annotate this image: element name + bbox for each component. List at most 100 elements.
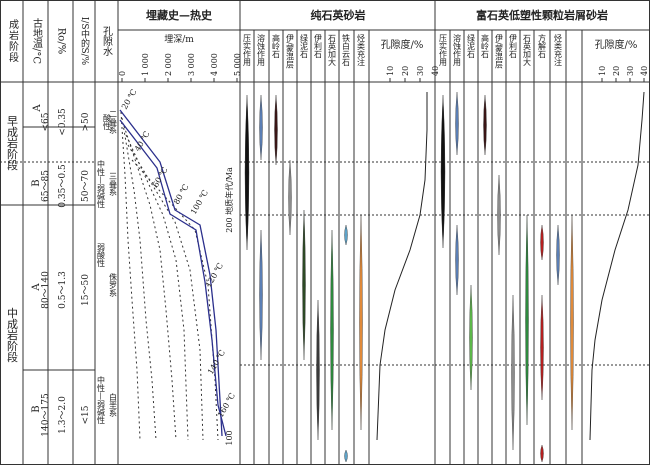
isotherm-label-120: 120 ℃	[204, 261, 225, 289]
process-bar	[330, 229, 334, 431]
process-bar	[344, 449, 348, 463]
stratum-jurassic: 侏罗系	[109, 272, 118, 297]
process-header: 石英加大	[523, 34, 532, 67]
porosity-tick-label: 10	[598, 66, 607, 76]
depth-axis-label: 埋深/m	[164, 34, 194, 45]
process-bar	[316, 299, 320, 441]
process-header: 伊/蒙混层	[495, 33, 504, 70]
process-bar	[274, 94, 278, 166]
time-tick-100: 100	[225, 430, 234, 445]
isotherm-label-100: 100 ℃	[189, 188, 210, 216]
pore-water-neutral-2: 中性—弱碱性	[97, 375, 106, 424]
paleotemp-value-1: <65	[41, 112, 51, 131]
porosity-tick-label: 10	[386, 66, 395, 76]
process-bar	[540, 294, 544, 401]
ro-value-1: <0.35	[58, 108, 68, 136]
depth-tick-label: 4 000	[210, 53, 219, 76]
header-pure-quartz: 纯石英砂岩	[311, 8, 366, 22]
process-bar	[469, 284, 473, 391]
rich-porosity-label: 孔隙度/%	[595, 38, 638, 51]
process-header: 伊/蒙混层	[286, 33, 295, 70]
stage-middle-b: B	[31, 405, 42, 412]
process-header: 伊利石	[314, 33, 323, 59]
process-bar	[540, 224, 544, 261]
stage-early-b: B	[31, 179, 42, 186]
paleotemp-value-2: 65～85	[41, 170, 51, 202]
process-bar	[540, 444, 544, 463]
rich-process-headers: 压实作用 溶蚀作用 绿泥石 高岭石 伊/蒙混层 伊利石 石英加大 方解石 烃类充注	[439, 33, 563, 70]
depth-tick-label: 2 000	[164, 53, 173, 76]
header-stage: 成岩阶段	[7, 19, 19, 63]
process-header: 高岭石	[272, 33, 281, 59]
rich-porosity-axis: 10 20 30 40	[584, 66, 649, 83]
process-bar	[525, 214, 529, 426]
process-bar	[455, 224, 459, 296]
pore-water-neutral-1: 中性—弱碱性	[97, 159, 106, 208]
stage-early: 早成岩阶段	[6, 115, 19, 171]
header-is-ratio: I/S中的S/%	[79, 17, 90, 66]
porosity-tick-label: 20	[612, 66, 621, 76]
porosity-tick-label: 30	[416, 66, 425, 76]
process-header: 石英加大	[328, 34, 337, 67]
process-header: 压实作用	[439, 34, 448, 67]
process-bar	[302, 209, 306, 361]
stratum-permian: 二叠系	[109, 110, 118, 134]
process-header: 绿泥石	[300, 34, 309, 59]
process-header: 压实作用	[243, 34, 252, 67]
process-bar	[440, 94, 446, 249]
depth-tick-label: 1 000	[141, 53, 150, 76]
process-header: 高岭石	[481, 33, 490, 59]
header-ro: Ro/%	[56, 28, 67, 54]
header-paleotemp: 古地温/°C	[31, 17, 43, 65]
process-bar	[344, 224, 348, 246]
stage-middle: 中成岩阶段	[6, 307, 19, 363]
isotherm-label-20: 20 ℃	[120, 88, 139, 111]
stage-early-a: A	[32, 104, 43, 113]
depth-tick-label: 5 000	[233, 53, 242, 76]
pure-process-headers: 压实作用 溶蚀作用 高岭石 伊/蒙混层 绿泥石 伊利石 石英加大 铁白云石 烃类充注	[243, 33, 366, 70]
pure-porosity-axis: 10 20 30 40	[371, 66, 440, 83]
depth-axis: 0 1 000 2 000 3 000 4 000 5 000	[118, 53, 242, 83]
is-value-2: 50～70	[81, 170, 91, 202]
process-bar	[244, 94, 250, 251]
burial-curves	[119, 109, 227, 437]
process-bar	[259, 229, 263, 361]
process-header: 烃类充注	[357, 33, 366, 67]
stage-boundaries	[0, 161, 650, 366]
process-bar	[359, 214, 363, 431]
process-header: 铁白云石	[342, 33, 351, 67]
ro-value-3: 0.5～1.3	[58, 271, 68, 309]
pore-water-weak-acid: 弱酸性	[97, 243, 106, 267]
isotherm-lines	[120, 111, 219, 441]
process-header: 方解石	[538, 33, 547, 59]
header-pore-water: 孔隙水	[101, 26, 113, 56]
porosity-tick-label: 30	[626, 66, 635, 76]
process-bar	[288, 159, 292, 236]
is-value-1: >50	[81, 112, 91, 131]
process-header: 绿泥石	[467, 34, 476, 59]
rich-porosity-curve	[589, 91, 645, 441]
process-bar	[511, 294, 515, 451]
process-header: 溶蚀作用	[453, 33, 462, 67]
pure-porosity-label: 孔隙度/%	[381, 38, 424, 51]
stage-middle-a: A	[31, 283, 42, 292]
process-bar	[556, 224, 560, 286]
paleotemp-value-4: 140～175	[41, 393, 51, 437]
porosity-tick-label: 40	[431, 66, 440, 76]
process-header: 溶蚀作用	[257, 33, 266, 67]
isotherm-label-80: 80 ℃	[172, 183, 191, 206]
porosity-tick-label: 20	[401, 66, 410, 76]
header-rich-quartz: 富石英低塑性颗粒岩屑砂岩	[476, 8, 608, 22]
is-value-4: <15	[81, 405, 91, 424]
porosity-tick-label: 40	[640, 66, 649, 76]
process-bar	[570, 214, 574, 431]
is-value-3: 15～50	[81, 274, 91, 306]
depth-tick-label: 0	[118, 71, 127, 76]
process-bar	[259, 94, 263, 161]
time-axis-label: 200 地质年代/Ma	[224, 167, 234, 233]
process-header: 烃类充注	[554, 33, 563, 67]
process-bar	[455, 91, 459, 156]
ro-value-2: 0.35～0.5	[58, 164, 68, 208]
